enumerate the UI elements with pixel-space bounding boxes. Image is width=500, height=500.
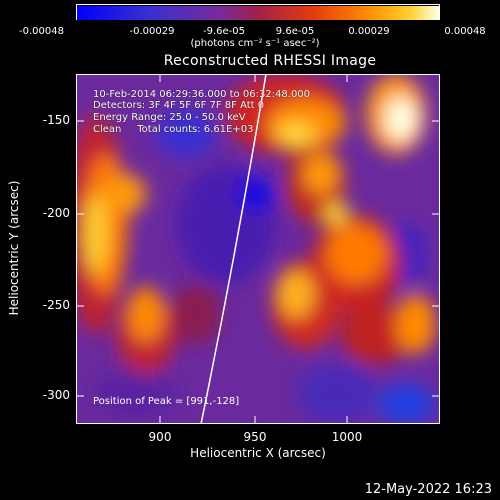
y-tick-label: -200 [42, 206, 70, 220]
plot-frame [76, 74, 440, 424]
info-detectors: Detectors: 3F 4F 5F 6F 7F 8F Att 0 [93, 100, 265, 111]
colorbar-units: (photons cm⁻² s⁻¹ asec⁻²) [190, 38, 320, 49]
info-energy-range: Energy Range: 25.0 - 50.0 keV [93, 112, 246, 123]
peak-position-label: Position of Peak = [991,-128] [93, 396, 240, 407]
plot-title: Reconstructed RHESSI Image [163, 53, 377, 69]
colorbar [76, 4, 440, 20]
y-tick-label: -300 [42, 388, 70, 402]
heatmap-blobs [76, 74, 436, 424]
colorbar-tick-label: 0.00048 [444, 26, 486, 37]
x-tick-label: 900 [148, 430, 172, 444]
image-plot [76, 74, 440, 424]
colorbar-tick-label: 9.6e-05 [275, 26, 315, 37]
colorbar-tick-label: -0.00048 [19, 26, 64, 37]
solar-limb-line [200, 74, 267, 424]
footer-timestamp: 12-May-2022 16:23 [364, 482, 492, 497]
colorbar-gradient [77, 6, 439, 20]
axis-ticks [76, 74, 440, 424]
info-method-counts: Clean Total counts: 6.61E+03 [93, 124, 254, 135]
colorbar-tick-label: 0.00029 [348, 26, 390, 37]
colorbar-tick-label: -9.6e-05 [203, 26, 245, 37]
y-axis-label: Heliocentric Y (arcsec) [7, 180, 21, 316]
x-axis-label: Heliocentric X (arcsec) [190, 446, 326, 460]
y-tick-label: -250 [42, 298, 70, 312]
x-tick-label: 1000 [331, 430, 363, 444]
image-heatmap [76, 74, 440, 424]
info-time-range: 10-Feb-2014 06:29:36.000 to 06:32:48.000 [93, 89, 311, 100]
y-tick-label: -150 [42, 113, 70, 127]
colorbar-tick-label: -0.00029 [129, 26, 175, 37]
x-tick-label: 950 [243, 430, 267, 444]
